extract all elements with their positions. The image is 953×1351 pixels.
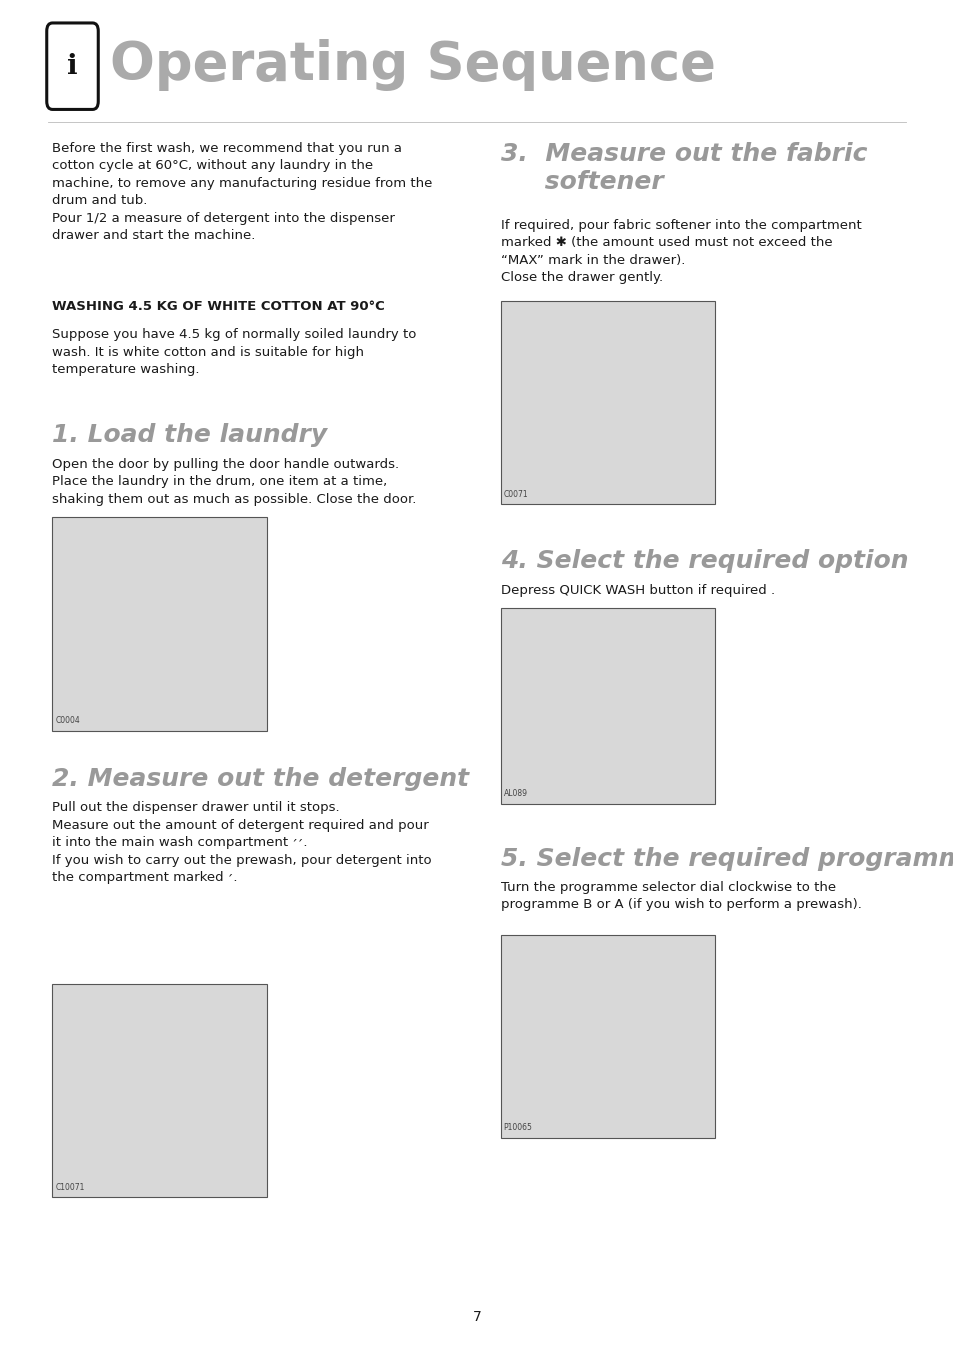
Text: Open the door by pulling the door handle outwards.
Place the laundry in the drum: Open the door by pulling the door handle… — [52, 458, 416, 507]
Text: 2. Measure out the detergent: 2. Measure out the detergent — [52, 767, 469, 792]
Text: Pull out the dispenser drawer until it stops.
Measure out the amount of detergen: Pull out the dispenser drawer until it s… — [52, 801, 432, 884]
Text: i: i — [67, 53, 78, 80]
Bar — [52, 517, 267, 731]
Text: Suppose you have 4.5 kg of normally soiled laundry to
wash. It is white cotton a: Suppose you have 4.5 kg of normally soil… — [52, 328, 416, 377]
Text: If required, pour fabric softener into the compartment
marked ✱ (the amount used: If required, pour fabric softener into t… — [500, 219, 861, 284]
Text: 7: 7 — [472, 1310, 481, 1324]
Bar — [52, 984, 267, 1197]
Text: 4. Select the required option: 4. Select the required option — [500, 549, 907, 573]
Text: 5. Select the required programme: 5. Select the required programme — [500, 847, 953, 871]
Text: Before the first wash, we recommend that you run a
cotton cycle at 60°C, without: Before the first wash, we recommend that… — [52, 142, 433, 242]
Text: C0004: C0004 — [55, 716, 80, 725]
Text: 3.  Measure out the fabric
     softener: 3. Measure out the fabric softener — [500, 142, 866, 193]
Bar — [500, 301, 715, 504]
Bar — [500, 608, 715, 804]
Text: AL089: AL089 — [503, 789, 527, 798]
Text: WASHING 4.5 KG OF WHITE COTTON AT 90°C: WASHING 4.5 KG OF WHITE COTTON AT 90°C — [52, 300, 385, 313]
Text: Operating Sequence: Operating Sequence — [110, 39, 715, 91]
Text: C0071: C0071 — [503, 489, 528, 499]
Text: 1. Load the laundry: 1. Load the laundry — [52, 423, 327, 447]
Text: P10065: P10065 — [503, 1123, 532, 1132]
Text: Turn the programme selector dial clockwise to the
programme B or A (if you wish : Turn the programme selector dial clockwi… — [500, 881, 861, 912]
Text: Depress QUICK WASH button if required .: Depress QUICK WASH button if required . — [500, 584, 774, 597]
Text: C10071: C10071 — [55, 1182, 85, 1192]
Bar — [500, 935, 715, 1138]
FancyBboxPatch shape — [47, 23, 98, 109]
